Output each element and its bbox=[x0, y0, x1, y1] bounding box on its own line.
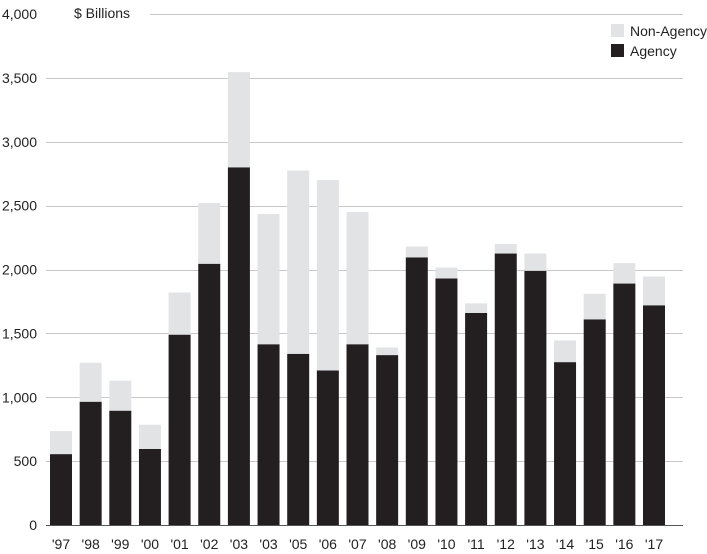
bar-non-agency-18 bbox=[583, 293, 606, 320]
x-tick-label: '13 bbox=[526, 536, 544, 552]
bar-agency-5 bbox=[198, 263, 221, 525]
bar-non-agency-11 bbox=[376, 347, 399, 356]
x-tick-label: '01 bbox=[170, 536, 188, 552]
x-tick-label: '09 bbox=[408, 536, 426, 552]
bar-non-agency-19 bbox=[613, 263, 636, 284]
x-tick-label: '02 bbox=[200, 536, 218, 552]
bar-agency-6 bbox=[227, 167, 250, 526]
bar-non-agency-14 bbox=[465, 303, 488, 313]
y-tick-label: 1,000 bbox=[2, 389, 37, 405]
x-tick-label: '17 bbox=[645, 536, 663, 552]
x-tick-label: '97 bbox=[52, 536, 70, 552]
bar-agency-17 bbox=[554, 362, 577, 525]
bar-non-agency-10 bbox=[346, 212, 369, 345]
bar-agency-0 bbox=[50, 454, 72, 525]
x-tick-label: '16 bbox=[615, 536, 633, 552]
bar-non-agency-1 bbox=[79, 362, 102, 402]
bar-non-agency-20 bbox=[643, 276, 665, 306]
bar-agency-9 bbox=[316, 370, 339, 525]
unit-label: $ Billions bbox=[74, 5, 130, 21]
bar-agency-1 bbox=[79, 401, 102, 525]
bar-agency-4 bbox=[168, 334, 191, 525]
bar-non-agency-9 bbox=[316, 180, 339, 371]
bars bbox=[50, 72, 665, 526]
y-tick-label: 2,000 bbox=[2, 262, 37, 278]
legend-swatch-non-agency bbox=[611, 24, 624, 37]
bar-agency-12 bbox=[405, 257, 428, 525]
bar-agency-2 bbox=[109, 410, 132, 525]
y-axis-tick-labels: 0 500 1,000 1,500 2,000 2,500 3,000 3,500 4,000 bbox=[2, 6, 37, 533]
bar-non-agency-12 bbox=[405, 246, 428, 258]
x-tick-label: '05 bbox=[289, 536, 307, 552]
y-tick-label: 4,000 bbox=[2, 6, 37, 22]
bar-agency-15 bbox=[494, 253, 517, 525]
legend: Non-Agency Agency bbox=[611, 23, 707, 59]
legend-swatch-agency bbox=[611, 44, 624, 57]
x-tick-label: '12 bbox=[497, 536, 515, 552]
x-tick-label: '03 bbox=[230, 536, 248, 552]
bar-non-agency-3 bbox=[138, 424, 161, 449]
x-tick-label: '07 bbox=[348, 536, 366, 552]
y-tick-label: 500 bbox=[14, 453, 38, 469]
bar-non-agency-13 bbox=[435, 267, 458, 279]
y-tick-label: 3,000 bbox=[2, 134, 37, 150]
bar-agency-18 bbox=[583, 319, 606, 525]
x-tick-label: '98 bbox=[82, 536, 100, 552]
bar-agency-7 bbox=[257, 344, 280, 525]
y-tick-label: 1,500 bbox=[2, 325, 37, 341]
bar-non-agency-6 bbox=[227, 72, 250, 168]
bar-agency-16 bbox=[524, 270, 547, 525]
bar-agency-14 bbox=[465, 312, 488, 525]
legend-label-agency: Agency bbox=[630, 43, 677, 59]
x-tick-label: '99 bbox=[111, 536, 129, 552]
x-tick-label: '15 bbox=[586, 536, 604, 552]
bar-non-agency-0 bbox=[50, 431, 72, 455]
bar-non-agency-17 bbox=[554, 340, 577, 363]
bar-agency-8 bbox=[287, 353, 310, 525]
x-tick-label: '14 bbox=[556, 536, 574, 552]
bar-agency-20 bbox=[643, 305, 665, 525]
bar-non-agency-2 bbox=[109, 380, 132, 411]
bar-non-agency-7 bbox=[257, 213, 280, 345]
x-tick-label: '06 bbox=[319, 536, 337, 552]
x-tick-label: '00 bbox=[141, 536, 159, 552]
bar-agency-11 bbox=[376, 355, 399, 525]
bar-agency-13 bbox=[435, 278, 458, 525]
x-tick-label: '11 bbox=[467, 536, 484, 552]
bar-agency-3 bbox=[138, 448, 161, 525]
x-tick-label: '10 bbox=[437, 536, 455, 552]
bar-non-agency-8 bbox=[287, 170, 310, 354]
y-tick-label: 3,500 bbox=[2, 70, 37, 86]
bar-agency-19 bbox=[613, 283, 636, 525]
x-axis-tick-labels: '97 '98 '99 '00 '01 '02 '03 '03 '05 '06 '07 '08 '09 '… bbox=[52, 536, 663, 552]
x-tick-label: '03 bbox=[259, 536, 277, 552]
y-tick-label: 2,500 bbox=[2, 198, 37, 214]
bar-non-agency-5 bbox=[198, 203, 221, 264]
x-tick-label: '08 bbox=[378, 536, 396, 552]
bar-agency-10 bbox=[346, 344, 369, 525]
y-tick-label: 0 bbox=[29, 517, 37, 533]
bar-non-agency-4 bbox=[168, 292, 191, 335]
bar-non-agency-15 bbox=[494, 243, 517, 254]
legend-label-non-agency: Non-Agency bbox=[630, 23, 707, 39]
bar-non-agency-16 bbox=[524, 253, 547, 271]
